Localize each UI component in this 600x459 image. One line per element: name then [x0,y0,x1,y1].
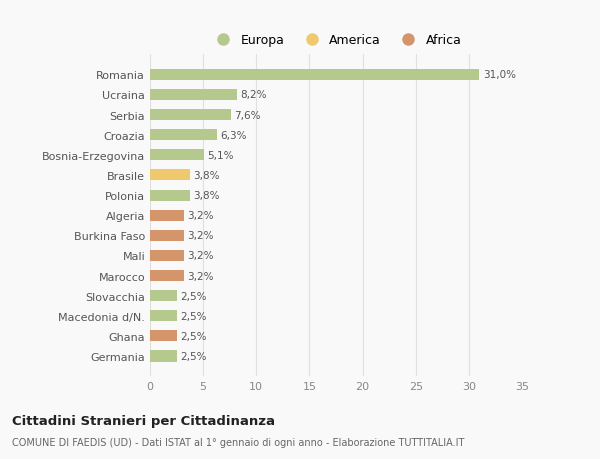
Text: 3,8%: 3,8% [194,190,220,201]
Text: 31,0%: 31,0% [482,70,515,80]
Bar [150,110,231,121]
Bar [150,190,190,201]
Text: 7,6%: 7,6% [234,110,260,120]
Bar [150,170,190,181]
Bar [150,210,184,221]
Text: 2,5%: 2,5% [180,311,206,321]
Text: 2,5%: 2,5% [180,291,206,301]
Text: 8,2%: 8,2% [241,90,267,100]
Bar [150,90,237,101]
Text: 3,2%: 3,2% [187,271,214,281]
Bar [150,351,176,362]
Text: 3,2%: 3,2% [187,211,214,221]
Legend: Europa, America, Africa: Europa, America, Africa [205,29,467,52]
Text: 3,2%: 3,2% [187,251,214,261]
Bar [150,311,176,322]
Bar [150,70,479,81]
Text: 2,5%: 2,5% [180,331,206,341]
Bar [150,230,184,241]
Text: Cittadini Stranieri per Cittadinanza: Cittadini Stranieri per Cittadinanza [12,414,275,428]
Text: 2,5%: 2,5% [180,351,206,361]
Text: 6,3%: 6,3% [220,130,247,140]
Text: 3,2%: 3,2% [187,231,214,241]
Bar [150,250,184,262]
Bar [150,270,184,281]
Bar [150,150,204,161]
Bar [150,291,176,302]
Text: 5,1%: 5,1% [208,151,234,161]
Text: 3,8%: 3,8% [194,171,220,180]
Bar [150,330,176,341]
Bar [150,130,217,141]
Text: COMUNE DI FAEDIS (UD) - Dati ISTAT al 1° gennaio di ogni anno - Elaborazione TUT: COMUNE DI FAEDIS (UD) - Dati ISTAT al 1°… [12,437,464,447]
